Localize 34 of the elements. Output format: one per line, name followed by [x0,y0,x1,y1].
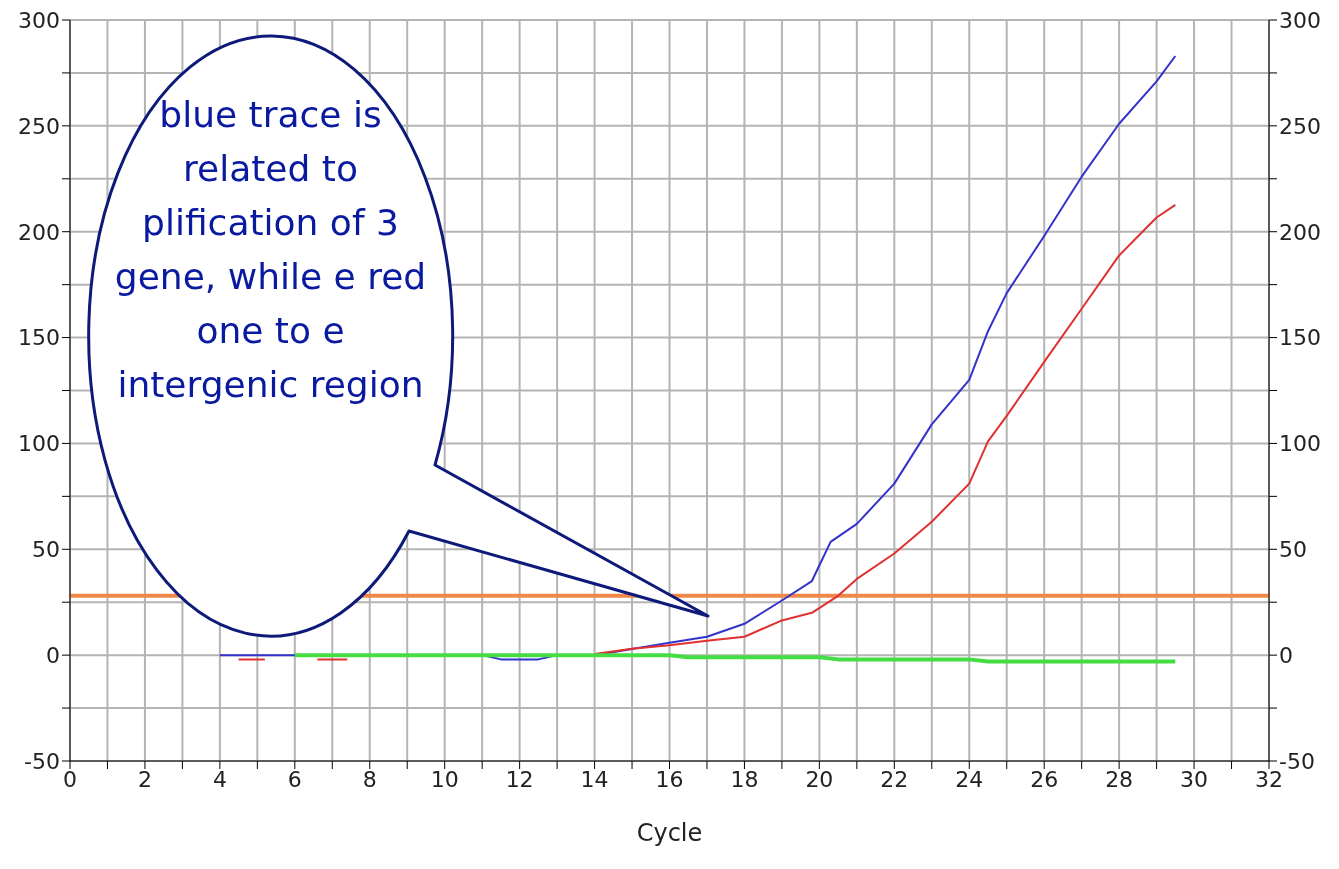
x-tick-label: 16 [655,766,684,792]
x-tick-label: 18 [730,766,759,792]
x-tick-label: 12 [505,766,534,792]
x-tick-label: 28 [1105,766,1134,792]
y2-tick-label: 250 [1279,113,1321,139]
x-tick-label: 4 [212,766,227,792]
y2-tick-label: 200 [1279,219,1321,245]
annotation: blue trace is related to plification of 3 gene, while e red one to e intergenic region [113,93,428,407]
y-tick-label: 250 [18,113,60,139]
line-series [292,653,1178,664]
y-tick-label: 300 [18,7,60,33]
x-tick-label: 26 [1030,766,1059,792]
x-tick-label: 2 [137,766,152,792]
y-tick-label: 0 [46,642,60,668]
x-tick-label: 6 [287,766,302,792]
y-tick-label: 50 [32,537,60,563]
y-tick-label: 150 [18,325,60,351]
x-tick-label: 24 [955,766,984,792]
x-tick-label: 14 [580,766,609,792]
y2-tick-label: 0 [1279,642,1293,668]
y-tick-label: 200 [18,219,60,245]
x-tick-label: 0 [63,766,77,792]
y2-tick-label: 300 [1279,7,1321,33]
x-tick-label: 20 [805,766,834,792]
y-tick-label: 100 [18,431,60,457]
y2-tick-label: 100 [1279,431,1321,457]
x-tick-label: 30 [1180,766,1209,792]
x-tick-label: 10 [430,766,459,792]
x-tick-label: 8 [362,766,377,792]
x-axis-title: Cycle [636,819,703,847]
y2-tick-label: 50 [1279,537,1307,563]
y2-tick-label: 150 [1279,325,1321,351]
y-tick-label: -50 [24,748,60,774]
x-tick-label: 22 [880,766,909,792]
